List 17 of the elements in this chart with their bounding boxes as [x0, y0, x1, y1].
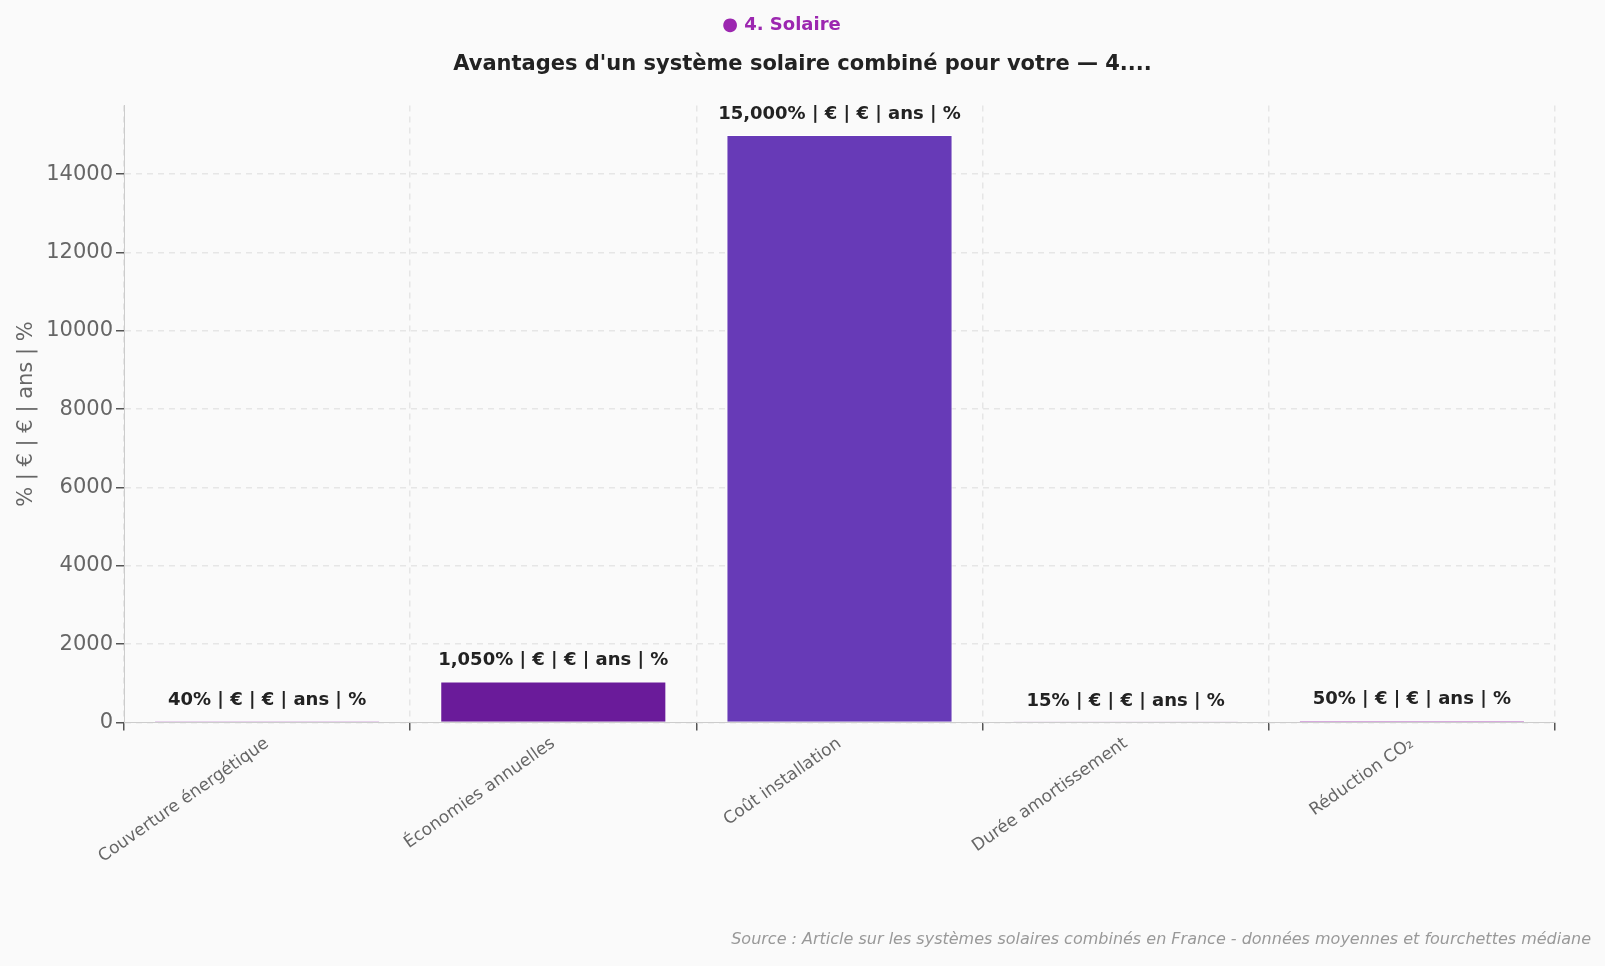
y-tick-label: 10000	[46, 317, 113, 342]
data-label: 15% | € | € | ans | %	[1026, 688, 1225, 710]
data-label: 40% | € | € | ans | %	[167, 687, 367, 709]
y-tick-label: 14000	[46, 160, 113, 185]
y-axis-title: % | € | € | ans | %	[13, 321, 39, 507]
y-tick-label: 8000	[59, 395, 113, 420]
source-note: Source : Article sur les systèmes solaires combinés en France - données moyennes et fourchettes médiane	[731, 929, 1591, 948]
chart-subtitle: ● 4. Solaire	[721, 13, 842, 34]
data-label: 15,000% | € | € | ans | %	[718, 101, 961, 123]
y-tick-label: 12000	[46, 238, 113, 263]
y-tick-label: 2000	[59, 630, 113, 655]
data-label: 50% | € | € | ans | %	[1312, 687, 1512, 709]
data-label: 1,050% | € | € | ans | %	[438, 648, 669, 670]
y-tick-label: 4000	[59, 552, 113, 577]
chart-title: Avantages d'un système solaire combiné pour votre — 4....	[452, 51, 1153, 75]
y-tick-label: 6000	[59, 473, 113, 498]
y-tick-label: 0	[99, 709, 113, 734]
